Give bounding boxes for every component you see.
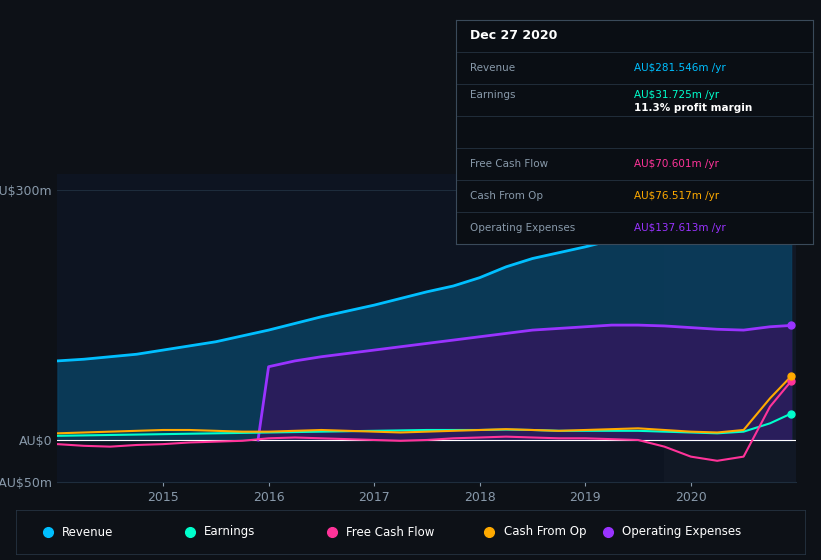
Text: AU$70.601m /yr: AU$70.601m /yr (635, 158, 719, 169)
Text: AU$137.613m /yr: AU$137.613m /yr (635, 223, 726, 232)
Text: Cash From Op: Cash From Op (503, 525, 586, 539)
Text: Cash From Op: Cash From Op (470, 190, 543, 200)
Text: Earnings: Earnings (470, 90, 516, 100)
Text: Free Cash Flow: Free Cash Flow (346, 525, 434, 539)
Bar (664, 174, 796, 482)
Text: Revenue: Revenue (470, 63, 515, 73)
Text: Free Cash Flow: Free Cash Flow (470, 158, 548, 169)
Text: Earnings: Earnings (204, 525, 255, 539)
Text: Revenue: Revenue (62, 525, 113, 539)
Text: AU$76.517m /yr: AU$76.517m /yr (635, 190, 719, 200)
Text: AU$31.725m /yr: AU$31.725m /yr (635, 90, 719, 100)
Text: AU$281.546m /yr: AU$281.546m /yr (635, 63, 726, 73)
Text: 11.3% profit margin: 11.3% profit margin (635, 102, 753, 113)
Text: Dec 27 2020: Dec 27 2020 (470, 29, 557, 42)
Text: Operating Expenses: Operating Expenses (470, 223, 576, 232)
Text: Operating Expenses: Operating Expenses (621, 525, 741, 539)
